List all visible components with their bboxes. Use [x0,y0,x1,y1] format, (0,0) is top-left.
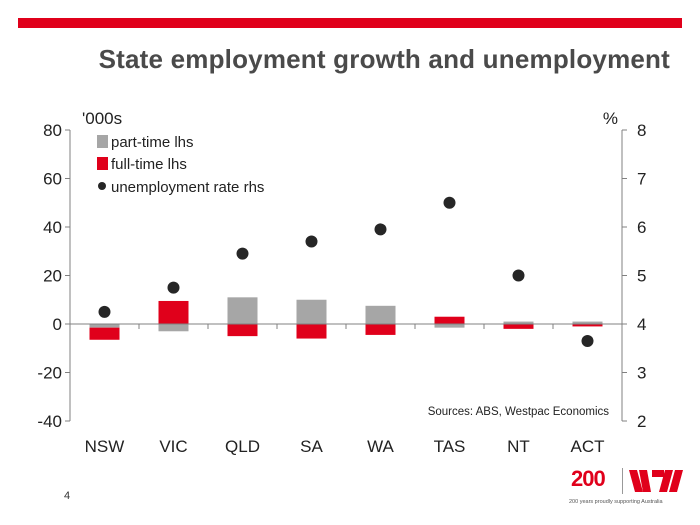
part-time-bar [89,324,120,328]
category-label: QLD [225,437,260,456]
legend-full-time-swatch [97,157,108,170]
source-note: Sources: ABS, Westpac Economics [428,406,610,418]
westpac-200-logo: 200 200 years proudly supporting Austral… [565,466,690,512]
category-label: WA [367,437,394,456]
logo-tagline: 200 years proudly supporting Australia [569,499,663,505]
part-time-bar [227,297,258,324]
legend-part-time-swatch [97,135,108,148]
left-tick-label: 80 [43,121,62,140]
right-tick-label: 8 [637,121,646,140]
part-time-bar [158,324,189,332]
right-axis-unit-label: % [603,109,618,128]
page-number: 4 [64,490,71,502]
full-time-bar [503,324,534,329]
category-label: NSW [85,437,125,456]
right-tick-label: 2 [637,412,646,431]
unemployment-point [236,247,249,260]
left-tick-label: -20 [37,364,62,383]
category-label: SA [300,437,323,456]
full-time-bar [434,316,465,324]
right-tick-label: 3 [637,364,646,383]
legend-full-time-label: full-time lhs [111,156,187,173]
unemployment-point [581,334,594,347]
unemployment-point [305,235,318,248]
full-time-bar [572,324,603,327]
page-title: State employment growth and unemployment [98,44,670,74]
right-tick-label: 6 [637,218,646,237]
category-label: ACT [571,437,605,456]
legend-part-time-label: part-time lhs [111,134,194,151]
left-axis-unit-label: '000s [82,109,122,128]
unemployment-point [443,196,456,209]
logo-200-text: 200 [571,466,606,491]
unemployment-point [374,223,387,236]
part-time-bar [296,299,327,324]
unemployment-point [98,305,111,318]
left-tick-label: 20 [43,267,62,286]
legend-unemployment-marker [98,182,106,190]
legend-unemployment-label: unemployment rate rhs [111,179,264,196]
category-label: NT [507,437,530,456]
right-tick-label: 5 [637,267,646,286]
part-time-bar [503,321,534,324]
full-time-bar [227,324,258,337]
left-tick-label: -40 [37,412,62,431]
right-tick-label: 4 [637,315,646,334]
westpac-w-icon [629,470,683,492]
left-tick-label: 40 [43,218,62,237]
category-label: VIC [159,437,187,456]
left-tick-label: 60 [43,170,62,189]
unemployment-point [512,269,525,282]
top-accent-bar [18,18,682,28]
full-time-bar [89,327,120,340]
right-tick-label: 7 [637,170,646,189]
part-time-bar [434,324,465,328]
full-time-bar [296,324,327,339]
left-tick-label: 0 [53,315,62,334]
full-time-bar [365,324,396,335]
part-time-bar [572,321,603,324]
full-time-bar [158,300,189,324]
logo-divider [622,468,623,494]
unemployment-point [167,281,180,294]
category-label: TAS [434,437,466,456]
part-time-bar [365,305,396,324]
